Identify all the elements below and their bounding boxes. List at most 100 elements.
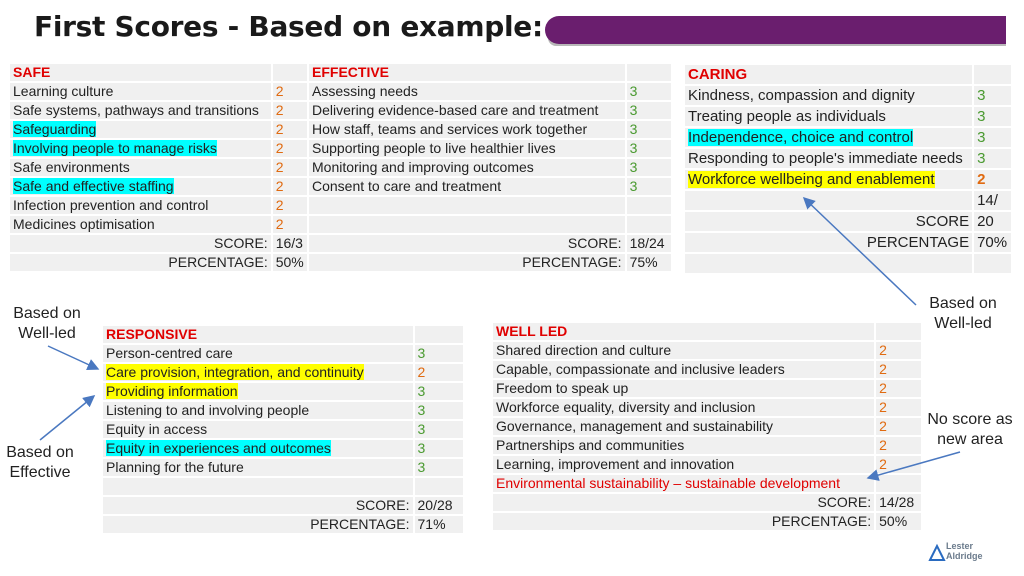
caring-row-label: Independence, choice and control [682,126,975,149]
safe-row-label: Infection prevention and control [8,195,273,216]
caring-row-label: Treating people as individuals [682,105,975,128]
well-led-row-label: Environmental sustainability – sustainab… [490,473,877,494]
effective-table: EFFECTIVE Assessing needs 3 Delivering ev… [307,62,674,273]
caring-row-label: Kindness, compassion and dignity [682,84,975,107]
safe-score-value: 16/3 [270,233,311,254]
safe-row-score: 2 [270,138,311,159]
effective-pct-label: PERCENTAGE: [307,252,627,273]
well-led-row-label: Freedom to speak up [490,378,877,399]
effective-row-label: Monitoring and improving outcomes [307,157,627,178]
effective-pct-value: 75% [624,252,674,273]
effective-row-score: 3 [624,138,674,159]
well-led-row-label: Capable, compassionate and inclusive lea… [490,359,877,380]
well-led-header: WELL LED [490,321,877,342]
safe-row-score: 2 [270,81,311,102]
responsive-row-label: Equity in experiences and outcomes [101,438,415,459]
safe-row-label: Safe environments [8,157,273,178]
responsive-row-score: 3 [412,457,465,478]
caring-row-score: 3 [972,126,1013,149]
note-no-score-new-area: No score as new area [927,411,1013,448]
caring-score-top: 14/ [972,189,1013,212]
safe-header: SAFE [8,62,273,83]
effective-row-label: Supporting people to live healthier live… [307,138,627,159]
effective-row-label: Assessing needs [307,81,627,102]
well-led-row-score: 2 [874,435,923,456]
well-led-row-score: 2 [874,454,923,475]
responsive-row-score: 3 [412,343,465,364]
caring-row-label: Responding to people's immediate needs [682,147,975,170]
responsive-score-label: SCORE: [101,495,415,516]
safe-row-score: 2 [270,195,311,216]
responsive-row-score: 3 [412,419,465,440]
caring-row-label: Workforce wellbeing and enablement [682,168,975,191]
well-led-row-score: 2 [874,397,923,418]
caring-pct-value: 70% [972,231,1013,254]
page-title: First Scores - Based on example: [34,10,543,43]
caring-row-score: 3 [972,84,1013,107]
responsive-pct-value: 71% [412,514,465,535]
safe-row-label: Safe systems, pathways and transitions [8,100,273,121]
safe-row-label: Safeguarding [8,119,273,140]
responsive-row-score: 2 [412,362,465,383]
well-led-score-value: 14/28 [874,492,923,513]
safe-row-score: 2 [270,100,311,121]
well-led-row-score [874,473,923,494]
effective-score-label: SCORE: [307,233,627,254]
well-led-row-label: Partnerships and communities [490,435,877,456]
well-led-row-label: Workforce equality, diversity and inclus… [490,397,877,418]
well-led-row-score: 2 [874,378,923,399]
safe-row-score: 2 [270,119,311,140]
well-led-row-label: Learning, improvement and innovation [490,454,877,475]
lester-aldridge-logo-icon [928,543,946,561]
safe-row-label: Involving people to manage risks [8,138,273,159]
caring-pct-label: PERCENTAGE [682,231,975,254]
safe-row-score: 2 [270,176,311,197]
safe-row-label: Medicines optimisation [8,214,273,235]
safe-row-score: 2 [270,157,311,178]
well-led-score-label: SCORE: [490,492,877,513]
safe-row-label: Safe and effective staffing [8,176,273,197]
caring-row-score: 3 [972,105,1013,128]
effective-row-label: Delivering evidence-based care and treat… [307,100,627,121]
logo-text: Lester Aldridge [946,541,983,561]
safe-row-label: Learning culture [8,81,273,102]
responsive-row-label: Listening to and involving people [101,400,415,421]
responsive-row-label: Person-centred care [101,343,415,364]
effective-score-value: 18/24 [624,233,674,254]
caring-table: CARING Kindness, compassion and dignity 3… [682,63,1013,275]
effective-header: EFFECTIVE [307,62,627,83]
arrow-effective [39,395,96,441]
effective-row-score: 3 [624,100,674,121]
responsive-row-label: Care provision, integration, and continu… [101,362,415,383]
well-led-row-score: 2 [874,340,923,361]
well-led-row-label: Shared direction and culture [490,340,877,361]
title-accent-bar [545,16,1006,44]
safe-pct-value: 50% [270,252,311,273]
well-led-row-score: 2 [874,416,923,437]
effective-row-label: How staff, teams and services work toget… [307,119,627,140]
responsive-row-label: Equity in access [101,419,415,440]
note-based-on-well-led-left: Based on Well-led [13,305,81,342]
note-based-on-effective: Based on Effective [6,444,74,481]
effective-row-label: Consent to care and treatment [307,176,627,197]
effective-row-score: 3 [624,81,674,102]
arrow-well-led-left [47,345,100,371]
effective-row-score: 3 [624,157,674,178]
well-led-pct-value: 50% [874,511,923,532]
caring-score-label: SCORE [682,210,975,233]
caring-header: CARING [682,63,975,86]
well-led-row-score: 2 [874,359,923,380]
caring-score-value: 20 [972,210,1013,233]
responsive-row-label: Planning for the future [101,457,415,478]
responsive-table: RESPONSIVE Person-centred care 3 Care pro… [101,324,465,535]
note-based-on-well-led-right: Based on Well-led [929,295,997,332]
safe-score-label: SCORE: [8,233,273,254]
well-led-row-label: Governance, management and sustainabilit… [490,416,877,437]
responsive-row-score: 3 [412,400,465,421]
responsive-row-score: 3 [412,438,465,459]
responsive-score-value: 20/28 [412,495,465,516]
well-led-table: WELL LED Shared direction and culture 2 C… [490,321,923,532]
effective-row-score: 3 [624,119,674,140]
caring-row-score: 3 [972,147,1013,170]
safe-pct-label: PERCENTAGE: [8,252,273,273]
